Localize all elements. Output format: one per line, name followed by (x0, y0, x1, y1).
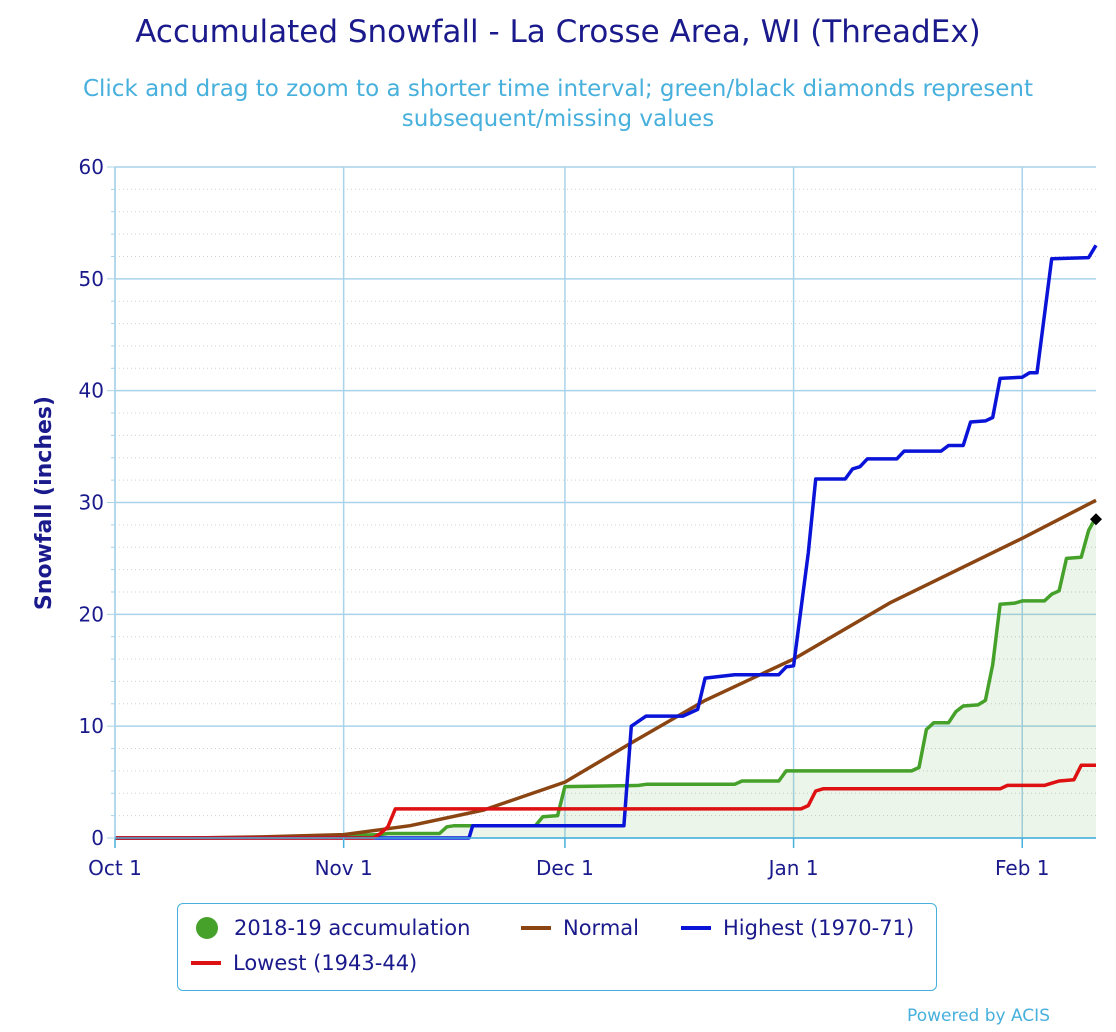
y-axis-title: Snowfall (inches) (32, 396, 57, 610)
chart-title: Accumulated Snowfall - La Crosse Area, W… (135, 14, 981, 50)
missing-value-diamond[interactable] (1090, 513, 1102, 526)
chart-subtitle: Click and drag to zoom to a shorter time… (82, 76, 1034, 132)
series-line-highest-1970-71[interactable] (115, 244, 1098, 840)
y-tick-label: 60 (79, 155, 104, 179)
tick-labels: 0 10 20 30 40 50 60 Oct 1 Nov 1 Dec 1 Jan 1 Feb 1 (79, 155, 1050, 880)
y-tick-label: 50 (79, 267, 104, 291)
x-tick-label: Feb 1 (995, 856, 1050, 880)
x-tick-label: Dec 1 (536, 856, 594, 880)
credits-link[interactable]: Powered by ACIS (907, 1006, 1050, 1026)
brown-line-icon (521, 926, 551, 930)
legend-label: Normal (563, 916, 639, 940)
x-tick-label: Nov 1 (315, 856, 373, 880)
legend-label: Highest (1970-71) (723, 916, 915, 940)
series-line-2018-19-accumulation[interactable] (115, 516, 1098, 840)
legend: 2018-19 accumulation Normal Highest (197… (177, 903, 937, 991)
red-line-icon (191, 961, 221, 965)
x-tick-label: Jan 1 (767, 856, 819, 880)
area-layer (115, 517, 1096, 838)
series-line-lowest-1943-44[interactable] (115, 763, 1096, 840)
legend-item-lowest[interactable]: Lowest (1943-44) (191, 951, 417, 975)
legend-item-highest[interactable]: Highest (1970-71) (681, 916, 914, 940)
green-dot-icon (196, 917, 218, 939)
legend-item-2018-19[interactable]: 2018-19 accumulation (196, 916, 470, 940)
legend-label: 2018-19 accumulation (234, 916, 471, 940)
y-tick-label: 30 (79, 491, 104, 515)
x-tick-label: Oct 1 (88, 856, 142, 880)
y-tick-label: 40 (79, 379, 104, 403)
series-area-2018-19 (115, 517, 1096, 838)
y-tick-label: 20 (79, 602, 104, 626)
legend-label: Lowest (1943-44) (233, 951, 418, 975)
y-tick-label: 0 (91, 826, 104, 850)
axes (107, 166, 1096, 848)
legend-item-normal[interactable]: Normal (521, 916, 639, 940)
y-tick-label: 10 (79, 714, 104, 738)
blue-line-icon (681, 926, 711, 930)
series-layer (115, 244, 1102, 840)
